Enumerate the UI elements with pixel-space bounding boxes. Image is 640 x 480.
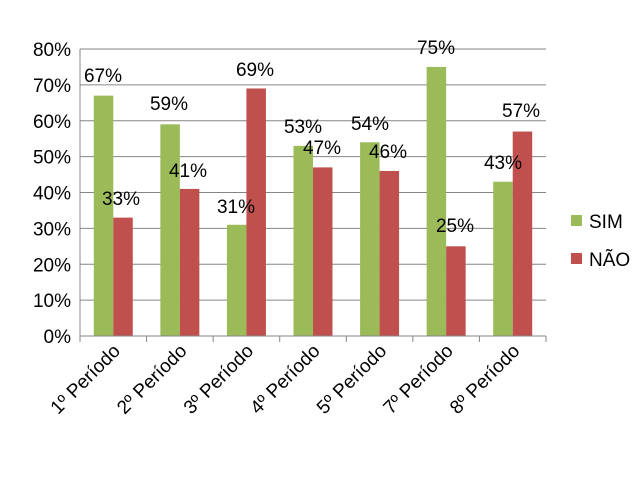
data-label: 75%: [417, 38, 455, 59]
legend-label: SIM: [589, 212, 623, 233]
bar-no-4: [313, 167, 333, 336]
bar-sim-5: [360, 142, 380, 336]
y-tick-label: 20%: [33, 255, 71, 276]
bar-sim-4: [293, 145, 313, 336]
legend-swatch: [571, 253, 582, 264]
category-label: 5º Período: [313, 341, 391, 419]
y-tick-label: 0%: [44, 327, 72, 348]
bar-sim-1: [93, 95, 114, 336]
category-label: 4º Período: [247, 341, 325, 419]
data-label: 57%: [502, 101, 540, 122]
bar-sim-7: [493, 181, 513, 336]
category-label: 8º Período: [446, 341, 524, 419]
bar-sim-3: [226, 224, 247, 336]
data-label: 25%: [436, 216, 474, 237]
bar-sim-2: [160, 124, 180, 337]
bar-no-6: [446, 246, 466, 336]
data-label: 41%: [169, 161, 207, 182]
y-tick-label: 30%: [33, 219, 71, 240]
y-tick-label: 40%: [33, 184, 71, 205]
data-label: 69%: [236, 60, 274, 81]
data-label: 33%: [102, 189, 140, 210]
bar-no-1: [113, 217, 133, 336]
data-label: 53%: [284, 117, 322, 138]
bar-no-2: [179, 188, 200, 336]
legend: SIM NÃO: [571, 212, 630, 271]
category-label: 1º Período: [47, 341, 125, 419]
data-label: 67%: [84, 66, 122, 87]
legend-swatch: [571, 215, 582, 226]
bars: [93, 66, 533, 337]
category-label: 3º Período: [180, 341, 258, 419]
data-label: 47%: [303, 138, 341, 159]
bar-no-3: [246, 88, 266, 337]
y-tick-label: 50%: [33, 148, 71, 169]
legend-label: NÃO: [589, 249, 630, 271]
category-label: 2º Período: [113, 341, 191, 419]
y-tick-label: 80%: [33, 40, 71, 61]
data-label: 46%: [369, 142, 407, 163]
data-label: 54%: [351, 114, 389, 135]
y-tick-label: 10%: [33, 291, 71, 312]
data-label: 59%: [150, 94, 188, 115]
axes: [79, 49, 547, 342]
bar-sim-6: [426, 66, 447, 336]
bar-no-5: [379, 170, 400, 336]
data-label: 43%: [484, 153, 522, 174]
data-label: 31%: [217, 197, 255, 218]
y-tick-label: 60%: [33, 112, 71, 133]
data-labels: 67% 33% 59% 41% 31% 69% 53%47% 54% 46% 75% 25% 43% 5…: [84, 38, 540, 237]
y-tick-label: 70%: [33, 76, 71, 97]
bar-no-7: [512, 131, 533, 336]
category-label: 7º Período: [380, 341, 458, 419]
y-axis-tick-labels: 0% 10% 20% 30% 40% 50% 60% 70% 80%: [33, 40, 71, 348]
